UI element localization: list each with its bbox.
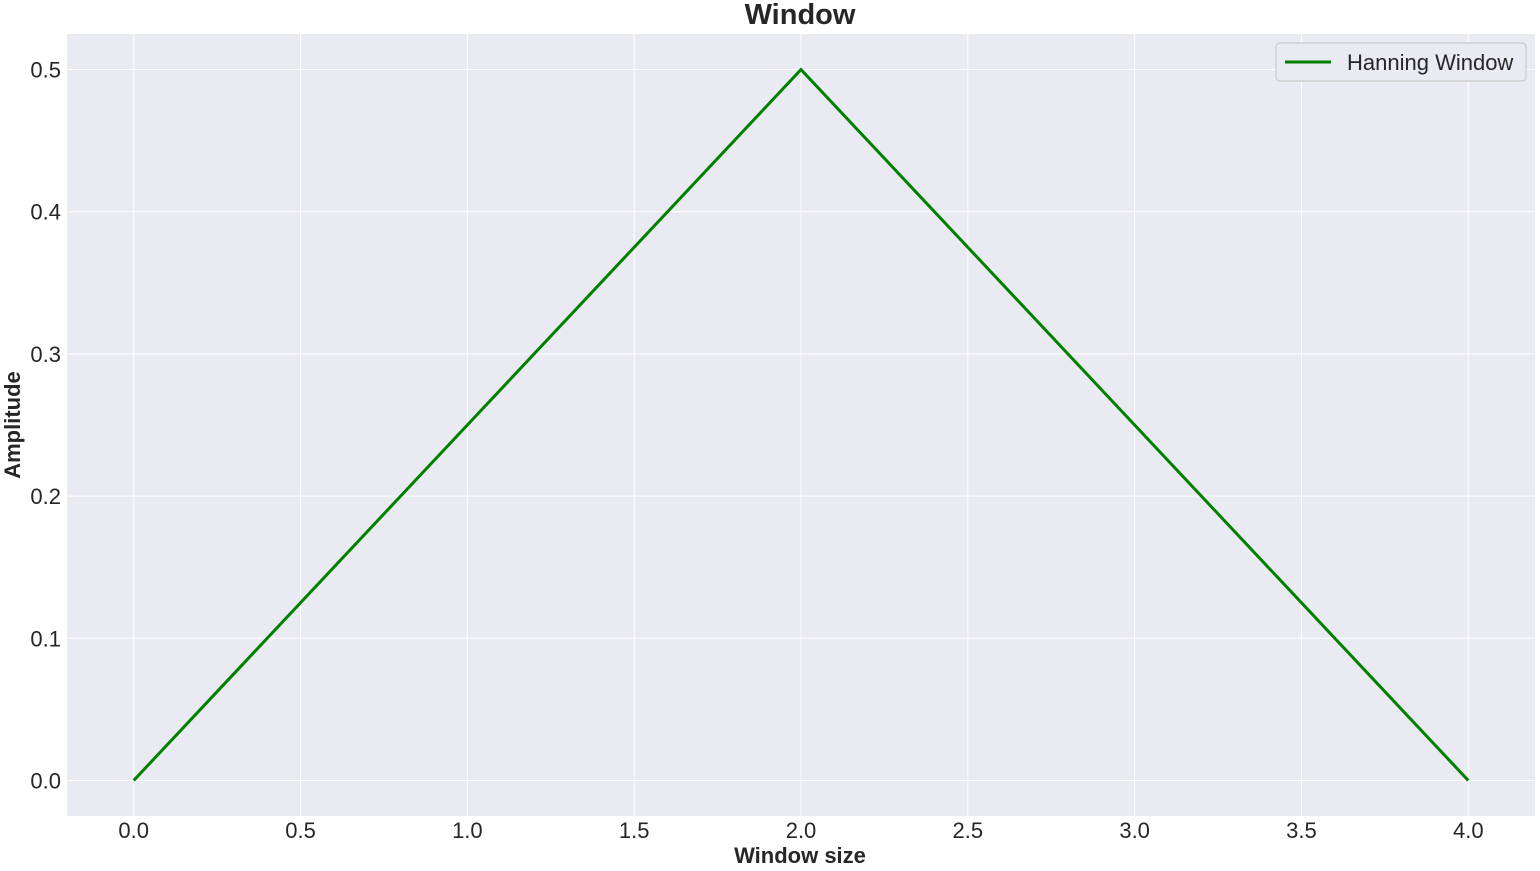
x-tick-label: 2.0 — [786, 818, 817, 843]
chart-title: Window — [745, 0, 856, 31]
y-tick-label: 0.0 — [30, 768, 61, 793]
y-axis-title: Amplitude — [0, 371, 25, 479]
series-layer — [132, 67, 1470, 782]
x-tick-label: 3.0 — [1119, 818, 1150, 843]
y-tick-labels: 0.0 0.1 0.2 0.3 0.4 0.5 — [30, 58, 61, 794]
x-tick-label: 1.0 — [452, 818, 483, 843]
x-tick-label: 4.0 — [1453, 818, 1484, 843]
y-tick-label: 0.5 — [30, 58, 61, 83]
x-axis-title: Window size — [734, 843, 866, 868]
y-tick-label: 0.2 — [30, 484, 61, 509]
y-tick-label: 0.3 — [30, 342, 61, 367]
x-tick-label: 1.5 — [619, 818, 650, 843]
y-tick-label: 0.1 — [30, 626, 61, 651]
legend-label: Hanning Window — [1347, 50, 1513, 75]
y-tick-label: 0.4 — [30, 200, 61, 225]
x-tick-label: 0.5 — [285, 818, 316, 843]
series-line-hanning-window — [132, 67, 1470, 782]
legend: Hanning Window — [1275, 42, 1527, 82]
legend-box — [1275, 42, 1527, 82]
x-tick-label: 0.0 — [118, 818, 149, 843]
x-tick-label: 3.5 — [1286, 818, 1317, 843]
x-tick-labels: 0.0 0.5 1.0 1.5 2.0 2.5 3.0 3.5 4.0 — [118, 818, 1483, 843]
x-tick-label: 2.5 — [953, 818, 984, 843]
